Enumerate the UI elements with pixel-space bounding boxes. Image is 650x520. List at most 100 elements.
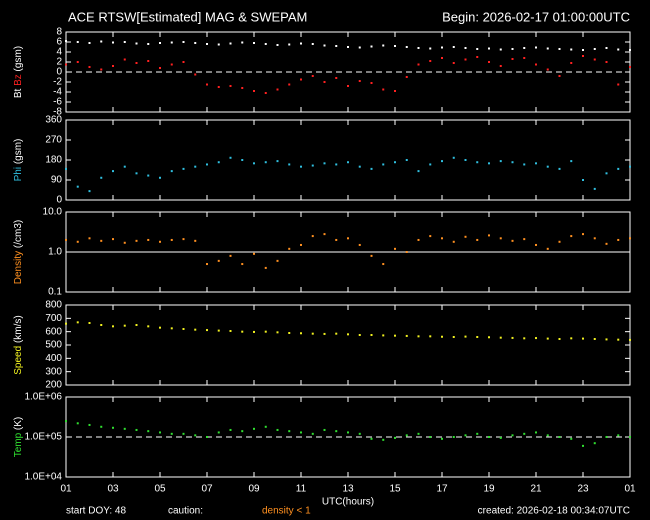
y-tick-label: -8: [53, 107, 62, 118]
data-point: [300, 243, 302, 246]
data-point: [112, 65, 114, 67]
data-point: [499, 48, 502, 51]
data-point: [182, 328, 185, 330]
data-point: [123, 324, 126, 327]
y-axis-label: Phi (gsm): [13, 139, 24, 182]
y-tick-label: 4: [56, 47, 62, 58]
data-point: [135, 428, 138, 431]
data-point: [629, 165, 631, 168]
data-point: [300, 431, 302, 434]
data-point: [605, 47, 608, 49]
data-point: [523, 47, 526, 49]
data-point: [429, 436, 432, 438]
data-point: [147, 238, 150, 241]
data-point: [546, 247, 549, 250]
data-point: [112, 238, 114, 241]
data-point: [382, 334, 385, 337]
data-point: [417, 63, 420, 66]
data-point: [429, 60, 432, 62]
panel-frame: [65, 119, 631, 201]
data-point: [194, 434, 197, 437]
data-point: [335, 45, 338, 47]
data-point: [347, 161, 349, 164]
data-point: [617, 48, 620, 51]
data-point: [76, 185, 79, 188]
data-point: [358, 243, 361, 246]
data-point: [335, 163, 338, 166]
footer-start: start DOY: 48: [66, 506, 126, 517]
data-point: [123, 241, 126, 244]
data-point: [429, 335, 432, 338]
data-point: [452, 436, 455, 438]
y-label-unit: (gsm): [13, 139, 24, 165]
data-point: [276, 428, 279, 431]
data-point: [464, 159, 467, 161]
data-point: [523, 238, 526, 241]
data-point: [441, 160, 443, 163]
y-tick-label: 360: [45, 115, 62, 126]
data-point: [276, 88, 279, 91]
data-point: [229, 428, 232, 431]
data-point: [417, 170, 420, 173]
y-tick-label: -6: [53, 97, 62, 108]
data-point: [605, 172, 608, 175]
y-tick-label: 1.0E+04: [24, 472, 62, 483]
data-point: [65, 40, 67, 42]
data-point: [370, 82, 373, 84]
data-point: [123, 58, 126, 61]
data-point: [264, 330, 267, 333]
data-point: [253, 330, 255, 333]
data-point: [429, 47, 432, 50]
data-point: [582, 179, 584, 181]
data-point: [112, 41, 114, 44]
data-point: [523, 432, 526, 435]
data-point: [112, 170, 114, 173]
data-point: [441, 237, 443, 240]
y-label-unit: (/cm3): [13, 220, 24, 248]
y-tick-label: 700: [45, 313, 62, 324]
data-point: [311, 43, 314, 45]
data-point: [170, 63, 173, 66]
data-point: [558, 167, 561, 170]
data-point: [264, 161, 267, 164]
data-point: [288, 83, 291, 86]
data-point: [253, 90, 255, 92]
data-point: [535, 63, 537, 66]
data-point: [123, 427, 126, 430]
data-point: [65, 420, 67, 423]
data-point: [311, 164, 314, 167]
data-point: [452, 240, 455, 243]
data-point: [159, 326, 161, 329]
data-point: [429, 235, 432, 238]
data-point: [476, 336, 479, 338]
data-point: [288, 43, 291, 46]
data-point: [112, 325, 114, 328]
x-tick-label: 17: [436, 484, 448, 495]
y-label-series: Speed: [13, 346, 24, 375]
data-point: [100, 324, 103, 326]
data-point: [100, 176, 103, 179]
data-point: [593, 48, 596, 50]
data-point: [417, 335, 420, 338]
data-point: [488, 162, 490, 165]
y-tick-label: 90: [51, 175, 63, 186]
data-point: [253, 162, 255, 165]
data-point: [276, 331, 279, 334]
x-tick-label: 03: [107, 484, 119, 495]
data-point: [135, 239, 138, 242]
data-point: [206, 83, 208, 86]
data-point: [217, 431, 220, 434]
y-tick-label: 0: [56, 195, 62, 206]
data-point: [523, 337, 526, 340]
y-axis-label: Speed (km/s): [13, 315, 24, 374]
data-point: [276, 259, 279, 262]
y-label-series: Bz: [13, 74, 24, 86]
data-point: [253, 252, 255, 255]
data-point: [288, 430, 291, 433]
data-point: [100, 68, 103, 71]
data-point: [382, 44, 385, 47]
data-point: [605, 242, 608, 245]
data-point: [617, 338, 620, 341]
data-point: [170, 238, 173, 241]
data-point: [488, 47, 490, 50]
